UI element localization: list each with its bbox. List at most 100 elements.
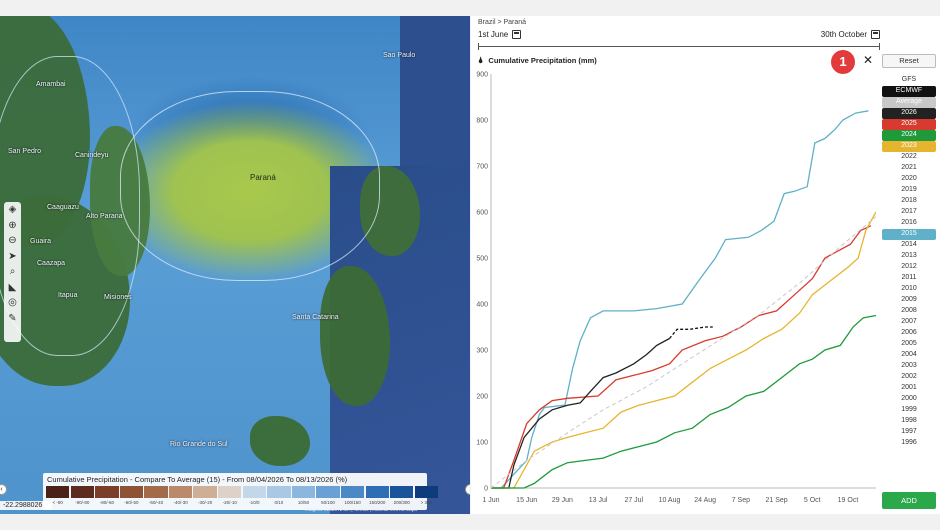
year-item-2001[interactable]: 2001 bbox=[901, 384, 917, 391]
year-item-ecmwf[interactable]: ECMWF bbox=[882, 86, 936, 97]
year-item-2011[interactable]: 2011 bbox=[901, 274, 917, 281]
zoom-in-icon[interactable]: ⊕ bbox=[8, 219, 17, 231]
legend-label: -80/-60 bbox=[99, 500, 114, 505]
year-item-2004[interactable]: 2004 bbox=[901, 351, 917, 358]
precipitation-chart: 0 100 200 300 400 500 600 700 800 900 1 Jun 15 Jun 2… bbox=[476, 72, 876, 504]
x-tick-label: 27 Jul bbox=[624, 497, 643, 504]
legend-swatch bbox=[414, 486, 439, 498]
step-badge: 1 bbox=[831, 50, 855, 74]
year-item-1996[interactable]: 1996 bbox=[901, 439, 917, 446]
x-tick-label: 5 Oct bbox=[804, 497, 821, 504]
date-start-label: 1st June bbox=[478, 30, 509, 39]
year-item-2021[interactable]: 2021 bbox=[901, 164, 917, 171]
year-item-2017[interactable]: 2017 bbox=[901, 208, 917, 215]
year-item-gfs[interactable]: GFS bbox=[901, 76, 917, 83]
year-item-2020[interactable]: 2020 bbox=[901, 175, 917, 182]
legend-swatch bbox=[340, 486, 365, 498]
reset-button[interactable]: Reset bbox=[882, 54, 936, 68]
year-item-2006[interactable]: 2006 bbox=[901, 329, 917, 336]
date-end[interactable]: 30th October bbox=[821, 30, 880, 39]
date-start[interactable]: 1st June bbox=[478, 30, 522, 39]
map-panel[interactable]: Sao Paulo Amambai San Pedro Canindeyu Caagua… bbox=[0, 16, 470, 514]
map-place-label: Canindeyu bbox=[75, 152, 109, 159]
year-item-2003[interactable]: 2003 bbox=[901, 362, 917, 369]
map-legend: Cumulative Precipitation - Compare To Av… bbox=[43, 473, 439, 510]
year-item-2015[interactable]: 2015 bbox=[882, 229, 936, 240]
date-end-label: 30th October bbox=[820, 30, 867, 39]
ocean-north bbox=[400, 16, 470, 176]
land-coast bbox=[320, 266, 390, 406]
year-item-1999[interactable]: 1999 bbox=[901, 406, 917, 413]
legend-label: -40/-30 bbox=[173, 500, 188, 505]
year-item-average[interactable]: Average bbox=[882, 97, 936, 108]
y-tick-label: 0 bbox=[484, 486, 488, 493]
year-item-2019[interactable]: 2019 bbox=[901, 186, 917, 193]
year-item-2026[interactable]: 2026 bbox=[882, 108, 936, 119]
year-item-2024[interactable]: 2024 bbox=[882, 130, 936, 141]
legend-swatch bbox=[144, 486, 168, 498]
locate-icon[interactable]: ➤ bbox=[8, 250, 17, 262]
year-item-2000[interactable]: 2000 bbox=[901, 395, 917, 402]
y-tick-label: 500 bbox=[476, 256, 488, 263]
year-item-2008[interactable]: 2008 bbox=[901, 307, 917, 314]
y-tick-label: 300 bbox=[476, 348, 488, 355]
pointer-icon[interactable]: ◣ bbox=[8, 281, 17, 293]
year-item-2016[interactable]: 2016 bbox=[901, 219, 917, 226]
year-item-2007[interactable]: 2007 bbox=[901, 318, 917, 325]
legend-swatch bbox=[365, 486, 389, 498]
year-item-2010[interactable]: 2010 bbox=[901, 285, 917, 292]
legend-label: 10/50 bbox=[297, 500, 310, 505]
legend-swatch bbox=[242, 486, 267, 498]
year-item-2025[interactable]: 2025 bbox=[882, 119, 936, 130]
chart-title-text: Cumulative Precipitation (mm) bbox=[488, 56, 597, 65]
y-tick-label: 100 bbox=[476, 440, 488, 447]
legend-title: Cumulative Precipitation - Compare To Av… bbox=[47, 475, 348, 484]
y-tick-label: 900 bbox=[476, 72, 488, 79]
legend-label: -50/-40 bbox=[148, 500, 164, 505]
legend-swatch bbox=[95, 486, 119, 498]
collapse-map-icon[interactable]: › bbox=[465, 484, 470, 495]
state-label: Paraná bbox=[250, 173, 276, 182]
y-tick-label: 600 bbox=[476, 210, 488, 217]
year-item-2009[interactable]: 2009 bbox=[901, 296, 917, 303]
calendar-icon[interactable] bbox=[512, 30, 522, 39]
year-item-1998[interactable]: 1998 bbox=[901, 417, 917, 424]
year-item-2002[interactable]: 2002 bbox=[901, 373, 917, 380]
map-place-label: Santa Catarina bbox=[292, 314, 339, 321]
year-item-2023[interactable]: 2023 bbox=[882, 141, 936, 152]
legend-swatches bbox=[46, 486, 439, 498]
year-item-1997[interactable]: 1997 bbox=[901, 428, 917, 435]
map-attribution: Imagens ©2026 NASA | Termos | Informar e… bbox=[305, 507, 417, 512]
year-item-2018[interactable]: 2018 bbox=[901, 197, 917, 204]
search-icon[interactable]: ⌕ bbox=[9, 266, 16, 277]
year-item-2014[interactable]: 2014 bbox=[901, 241, 917, 248]
year-item-2012[interactable]: 2012 bbox=[901, 263, 917, 270]
date-range-slider[interactable] bbox=[478, 43, 880, 50]
map-place-label: Rio Grande do Sul bbox=[170, 441, 228, 448]
year-item-2022[interactable]: 2022 bbox=[901, 153, 917, 160]
year-item-2005[interactable]: 2005 bbox=[901, 340, 917, 347]
legend-label: -10/0 bbox=[249, 500, 260, 505]
year-item-2013[interactable]: 2013 bbox=[901, 252, 917, 259]
rain-gauge-icon: 🌢 bbox=[478, 55, 484, 65]
series-line-ecmwf bbox=[668, 326, 713, 339]
add-button[interactable]: ADD bbox=[882, 492, 936, 509]
legend-label: 50/100 bbox=[321, 500, 335, 505]
close-icon[interactable]: ✕ bbox=[863, 53, 874, 67]
zoom-out-icon[interactable]: ⊖ bbox=[8, 235, 17, 246]
draw-icon[interactable]: ✎ bbox=[8, 312, 17, 324]
legend-label: 0/10 bbox=[274, 500, 284, 505]
legend-label: 100/150 bbox=[344, 500, 361, 505]
legend-swatch bbox=[46, 486, 70, 498]
legend-swatch bbox=[218, 486, 242, 498]
target-icon[interactable]: ◎ bbox=[8, 297, 17, 308]
x-tick-label: 1 Jun bbox=[482, 497, 499, 504]
layers-icon[interactable]: ◈ bbox=[8, 204, 17, 215]
x-tick-label: 15 Jun bbox=[516, 497, 537, 504]
map-place-label: Itapua bbox=[58, 292, 78, 299]
coordinate-readout: -22.2988026, - bbox=[0, 501, 52, 510]
y-tick-label: 200 bbox=[476, 394, 488, 401]
pan-left-icon[interactable]: ‹ bbox=[0, 484, 7, 495]
chart-panel: Brazil > Paraná 1st June 30th October 🌢 … bbox=[471, 16, 940, 514]
calendar-icon[interactable] bbox=[871, 30, 880, 39]
